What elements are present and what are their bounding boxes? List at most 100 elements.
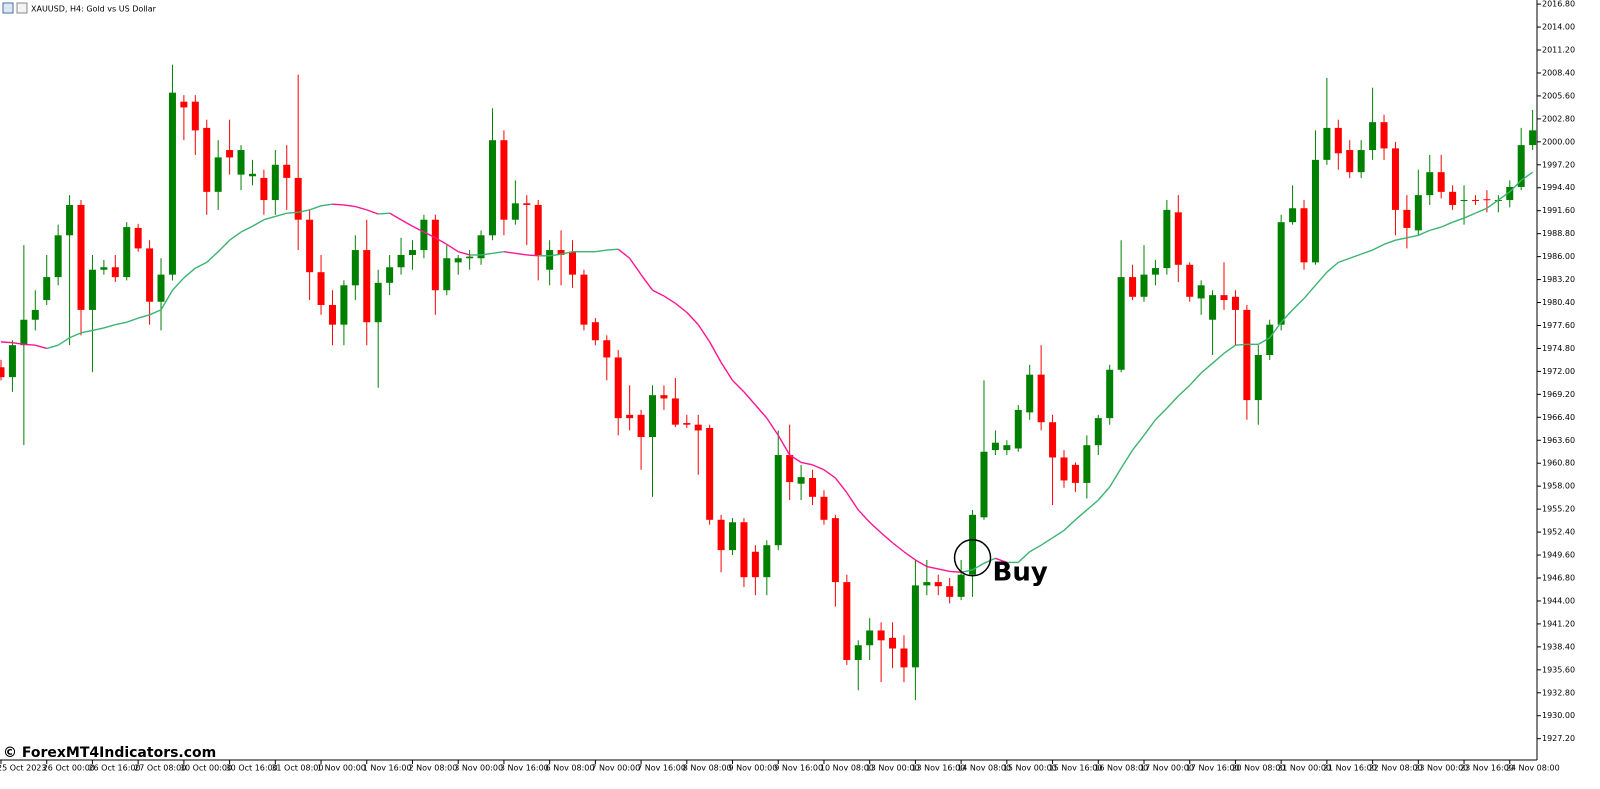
candle-body	[1403, 209, 1411, 228]
y-tick-label: 1946.80	[1542, 573, 1575, 582]
candle-body	[740, 522, 748, 578]
x-tick-label: 7 Nov 16:00	[637, 764, 686, 773]
ma-line	[332, 203, 344, 206]
ma-line	[629, 257, 642, 276]
candle-body	[1254, 354, 1262, 401]
ma-line	[732, 379, 745, 393]
candle-body	[1037, 374, 1045, 423]
x-tick-label: 3 Nov 16:00	[500, 764, 549, 773]
ma-line	[80, 329, 93, 334]
ma-line	[1280, 309, 1294, 323]
candle-body	[1357, 150, 1365, 173]
candle-body	[957, 574, 965, 597]
candle-body	[1140, 274, 1148, 297]
candle-body	[317, 272, 325, 305]
candle-body	[1414, 195, 1422, 231]
candle-body	[706, 427, 714, 520]
x-tick-label: 30 Oct 16:00	[226, 764, 278, 773]
ma-line	[1097, 486, 1111, 501]
ma-line	[252, 219, 265, 227]
candle-body	[637, 414, 645, 437]
ma-line	[743, 391, 756, 406]
annotation-circle	[953, 539, 992, 577]
candle-body	[77, 204, 85, 310]
ma-line	[229, 231, 242, 241]
candle-body	[534, 204, 542, 255]
candle-body	[591, 322, 599, 341]
x-tick-label: 25 Oct 2023	[0, 764, 46, 773]
candle-body	[626, 414, 634, 419]
ma-line	[35, 344, 47, 350]
x-tick-label: 16 Nov 08:00	[1094, 764, 1148, 773]
y-tick-label: 1958.00	[1542, 482, 1575, 491]
candle-body	[146, 248, 154, 302]
candle-body	[1460, 200, 1468, 202]
ma-line	[1257, 337, 1271, 345]
candle-body	[248, 173, 256, 177]
ma-line	[1040, 537, 1053, 546]
ma-line	[697, 324, 711, 343]
y-tick-label: 1927.20	[1542, 734, 1575, 743]
ma-line	[663, 295, 676, 304]
candle-body	[820, 496, 828, 520]
ma-line	[46, 344, 59, 350]
ma-line	[652, 289, 665, 297]
candle-body	[511, 203, 519, 220]
ma-line	[1314, 271, 1328, 286]
candle-body	[694, 424, 702, 431]
candle-body	[203, 127, 211, 192]
ma-line	[846, 492, 859, 511]
x-tick-label: 31 Oct 08:00	[271, 764, 323, 773]
candle-body	[500, 140, 508, 220]
candle-body	[134, 227, 142, 249]
y-tick-label: 1935.60	[1542, 665, 1575, 674]
ma-line	[149, 309, 162, 316]
ma-line	[194, 261, 208, 269]
candle-body	[306, 219, 314, 273]
ma-line	[1520, 171, 1534, 181]
candle-body	[283, 164, 291, 178]
ma-line	[686, 311, 699, 326]
candle-body	[900, 648, 908, 668]
candle-body	[614, 357, 622, 419]
ma-line	[834, 477, 848, 494]
candle-body	[717, 519, 725, 551]
ma-line	[458, 251, 470, 256]
candle-body	[683, 423, 691, 425]
ma-line	[857, 509, 871, 523]
candle-body	[328, 304, 336, 325]
ma-line	[1063, 519, 1076, 531]
ma-line	[1349, 253, 1362, 259]
ma-line	[1212, 352, 1225, 364]
ma-line	[378, 212, 390, 215]
candle-body	[729, 522, 737, 551]
candle-body	[1300, 208, 1308, 263]
candle-body	[8, 345, 16, 378]
ma-line	[1166, 395, 1179, 409]
candle-body	[1209, 295, 1217, 320]
ma-line	[92, 327, 105, 332]
y-tick-label: 1941.20	[1542, 619, 1575, 628]
ma-line	[1372, 243, 1385, 251]
candle-body	[1529, 130, 1537, 146]
ma-line	[320, 203, 333, 207]
candle-body	[1117, 277, 1125, 370]
y-tick-label: 2002.80	[1542, 114, 1575, 123]
ma-line	[709, 341, 722, 363]
candle-body	[237, 150, 245, 175]
candle-body	[431, 219, 439, 291]
candle-body	[111, 267, 119, 278]
ma-line	[812, 464, 825, 471]
x-tick-label: 10 Nov 08:00	[820, 764, 874, 773]
ma-line	[960, 569, 973, 573]
candle-body	[854, 645, 862, 660]
x-tick-label: 1 Nov 16:00	[363, 764, 412, 773]
candle-body	[866, 630, 874, 646]
ma-line	[1360, 249, 1373, 255]
candle-body	[168, 92, 176, 275]
candle-body	[260, 177, 268, 201]
candle-body	[1311, 159, 1319, 263]
x-tick-label: 9 Nov 16:00	[774, 764, 823, 773]
ma-line	[1395, 237, 1408, 241]
ma-line	[57, 337, 70, 346]
